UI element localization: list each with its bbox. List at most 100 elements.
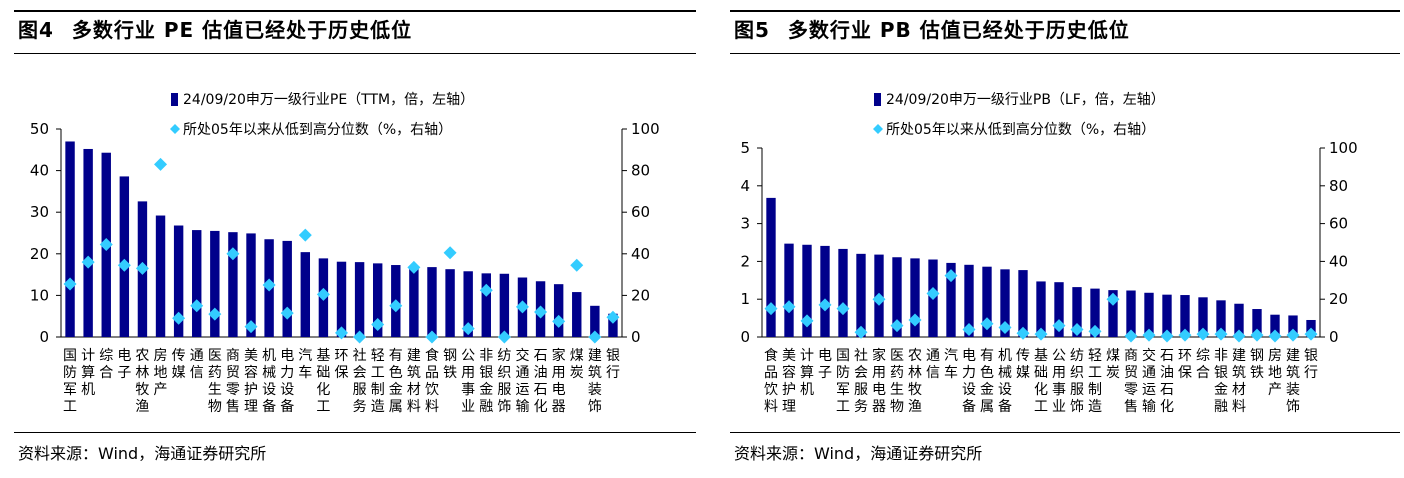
pb-chart: 0 1 2 3 4 5 0 20 40 60 80 100 食品饮料美容护理计算机电子国防军工社会服务家… (740, 92, 1358, 415)
category-label: 食品饮料 (425, 347, 439, 415)
category-label: 传媒 (172, 348, 186, 381)
category-label: 建筑材料 (407, 348, 421, 415)
category-label: 商贸零售 (1124, 348, 1138, 415)
category-label: 环保 (1178, 348, 1192, 381)
category-label: 轻工制造 (1088, 348, 1102, 415)
pe-chart: 0 10 20 30 40 50 0 20 40 60 80 100 国防军工计算机综合电子农林牧渔房地… (30, 92, 660, 415)
pe-pb-bar (192, 230, 202, 337)
category-label: 电力设备 (280, 348, 294, 415)
pe-pb-bar (608, 313, 618, 337)
percentile-marker (461, 322, 475, 336)
right-tick-label: 60 (631, 203, 650, 221)
pe-pb-bar (1108, 290, 1118, 337)
percentile-marker (1178, 328, 1192, 342)
figure-title: 图5 多数行业 PB 估值已经处于历史低位 (734, 14, 1130, 43)
percentile-marker (1070, 322, 1084, 336)
percentile-marker (135, 261, 149, 275)
category-label: 国防军工 (63, 348, 77, 415)
right-tick-label: 20 (631, 286, 650, 304)
percentile-marker (944, 269, 958, 283)
percentile-marker (371, 318, 385, 332)
bottom-rule (14, 432, 696, 433)
category-label: 综合 (1196, 348, 1210, 381)
figure-4-panel: 图4 多数行业 PE 估值已经处于历史低位 资料来源：Wind，海通证券研究所 (0, 0, 700, 478)
category-label: 通信 (926, 348, 940, 381)
percentile-marker (190, 299, 204, 313)
percentile-marker (316, 287, 330, 301)
pe-pb-bar (766, 197, 776, 337)
percentile-marker (1196, 327, 1210, 341)
figure-title-text: 多数行业 PE 估值已经处于历史低位 (71, 18, 413, 42)
pe-pb-bar (83, 148, 93, 337)
percentile-marker (335, 326, 348, 340)
category-label: 非银金融 (1214, 348, 1228, 415)
category-label: 机械设备 (262, 348, 276, 415)
pe-pb-bar (910, 258, 920, 337)
right-tick-label: 40 (631, 245, 650, 263)
top-rule (730, 10, 1400, 12)
category-label: 非银金融 (479, 348, 493, 415)
category-label: 电子 (117, 348, 131, 381)
category-label: 医药生物 (890, 348, 904, 415)
figure-number: 图4 (18, 18, 54, 42)
pe-pb-bar (1288, 315, 1298, 337)
category-label: 银行 (606, 348, 620, 381)
pe-pb-bar (65, 141, 75, 337)
pe-pb-bar (300, 252, 311, 337)
category-label: 医药生物 (208, 348, 222, 415)
legend-bar-swatch (874, 93, 881, 106)
category-label: 综合 (99, 348, 113, 381)
bottom-rule (730, 432, 1400, 433)
pe-pb-bar (1072, 287, 1082, 337)
percentile-marker (1124, 329, 1138, 343)
pe-pb-bar (1234, 303, 1244, 337)
category-label: 商贸零售 (226, 348, 240, 415)
pe-pb-bar (982, 266, 992, 337)
percentile-marker (1304, 327, 1318, 341)
percentile-marker (962, 322, 976, 336)
percentile-marker (298, 228, 312, 242)
pe-pb-bar (553, 284, 564, 337)
legend-bar-swatch (171, 93, 178, 106)
percentile-marker (606, 310, 620, 324)
pe-pb-bar (282, 240, 292, 337)
pe-pb-bar (1162, 294, 1172, 337)
category-label: 计算机 (800, 348, 814, 398)
percentile-marker (226, 247, 240, 261)
category-label: 电子 (818, 348, 832, 381)
right-tick-label: 80 (1329, 177, 1348, 195)
percentile-marker (1052, 319, 1066, 333)
source-note: 资料来源：Wind，海通证券研究所 (734, 444, 983, 463)
percentile-marker (800, 314, 814, 328)
left-tick-label: 30 (30, 203, 49, 221)
category-label: 传媒 (1016, 348, 1030, 381)
pe-pb-bar (1198, 297, 1208, 337)
percentile-marker (890, 319, 904, 333)
category-label: 家用电器 (872, 347, 886, 415)
title-rule (14, 53, 696, 54)
percentile-marker (854, 325, 868, 339)
percentile-marker (836, 302, 850, 316)
percentile-marker (926, 287, 940, 301)
pe-pb-bar (892, 257, 902, 337)
percentile-marker (479, 283, 493, 297)
pe-pb-bar (1090, 288, 1100, 337)
left-tick-label: 5 (740, 139, 750, 157)
percentile-marker (244, 320, 258, 334)
category-label: 建筑装饰 (588, 348, 602, 415)
pe-pb-bar (1180, 295, 1190, 337)
pe-pb-bar (1018, 270, 1028, 337)
pe-pb-bar (1054, 282, 1064, 337)
right-tick-label: 100 (1329, 139, 1358, 157)
percentile-marker (570, 258, 584, 272)
percentile-marker (1016, 326, 1030, 340)
percentile-marker (280, 306, 294, 320)
category-label: 轻工制造 (371, 348, 385, 415)
left-tick-label: 40 (30, 162, 49, 180)
pe-pb-bar (1252, 309, 1262, 337)
left-tick-label: 4 (740, 177, 750, 195)
category-label: 计算机 (81, 348, 95, 398)
legend-marker-swatch (873, 124, 883, 134)
percentile-marker (1034, 327, 1048, 341)
percentile-marker (1088, 324, 1102, 338)
